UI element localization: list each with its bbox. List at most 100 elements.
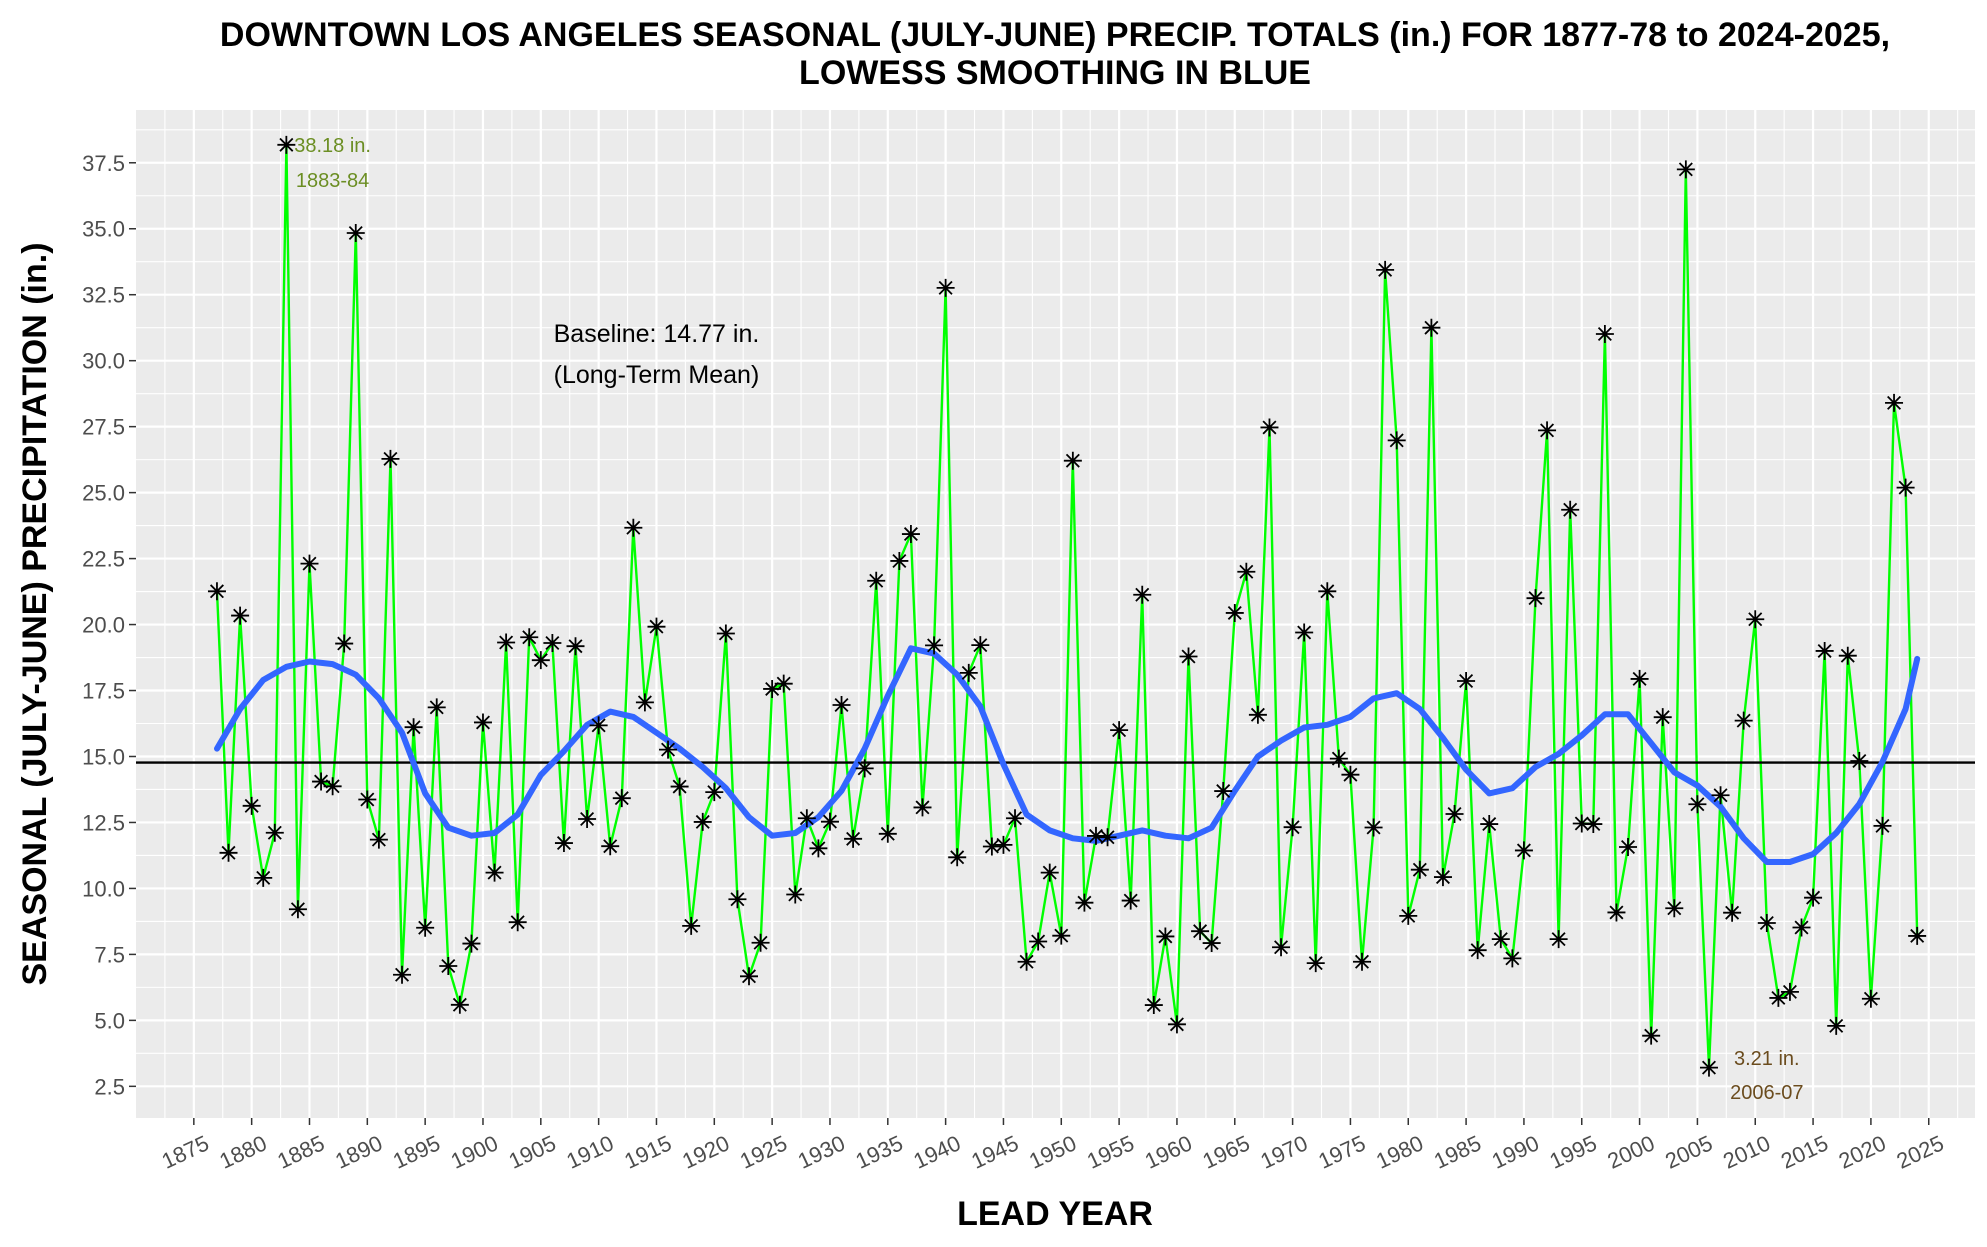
data-point-marker <box>774 674 793 693</box>
data-point-marker <box>1306 954 1325 973</box>
data-point-marker <box>878 824 897 843</box>
max-annotation-season: 1883-84 <box>296 170 369 192</box>
data-point-marker <box>1549 930 1568 949</box>
data-point-marker <box>1514 841 1533 860</box>
data-point-marker <box>393 965 412 984</box>
data-point-marker <box>1318 582 1337 601</box>
x-tick-label: 1915 <box>620 1130 675 1173</box>
data-point-marker <box>855 759 874 778</box>
x-tick-label: 1905 <box>505 1130 560 1173</box>
data-point-marker <box>959 663 978 682</box>
data-point-marker <box>1699 1058 1718 1077</box>
data-point-marker <box>1526 589 1545 608</box>
baseline-sublabel: (Long-Term Mean) <box>554 361 760 389</box>
data-point-marker <box>1445 805 1464 824</box>
data-point-marker <box>1110 721 1129 740</box>
data-point-marker <box>346 223 365 242</box>
min-annotation-value: 3.21 in. <box>1734 1048 1800 1070</box>
data-point-marker <box>578 810 597 829</box>
y-tick-label: 5.0 <box>94 1008 125 1033</box>
data-point-marker <box>312 772 331 791</box>
data-point-marker <box>1838 646 1857 665</box>
x-tick-label: 1930 <box>794 1130 849 1173</box>
data-point-marker <box>1815 641 1834 660</box>
data-point-marker <box>1260 418 1279 437</box>
data-point-marker <box>1827 1016 1846 1035</box>
data-point-marker <box>358 790 377 809</box>
x-tick-label: 1970 <box>1257 1130 1312 1173</box>
x-tick-label: 1980 <box>1372 1130 1427 1173</box>
data-point-marker <box>219 843 238 862</box>
data-point-marker <box>716 624 735 643</box>
data-point-marker <box>624 518 643 537</box>
data-point-marker <box>439 957 458 976</box>
data-point-marker <box>1896 478 1915 497</box>
data-point-marker <box>1040 863 1059 882</box>
data-point-marker <box>531 651 550 670</box>
data-point-marker <box>659 740 678 759</box>
data-point-marker <box>740 967 758 986</box>
data-point-marker <box>1607 903 1626 922</box>
data-point-marker <box>485 863 504 882</box>
data-point-marker <box>1676 160 1695 179</box>
data-point-marker <box>867 571 886 590</box>
data-point-marker <box>1850 751 1869 770</box>
y-tick-label: 35.0 <box>82 217 125 242</box>
grid-lines <box>136 110 1975 1118</box>
data-point-marker <box>1029 932 1048 951</box>
data-point-marker <box>1167 1015 1186 1034</box>
x-tick-label: 2000 <box>1604 1130 1659 1173</box>
data-point-marker <box>1630 669 1649 688</box>
y-tick-label: 12.5 <box>82 810 125 835</box>
data-point-marker <box>786 885 805 904</box>
data-point-marker <box>1746 610 1765 629</box>
data-point-marker <box>1272 938 1291 957</box>
data-point-marker <box>994 835 1013 854</box>
x-tick-label: 1955 <box>1083 1130 1138 1173</box>
data-point-marker <box>1711 786 1730 805</box>
x-tick-label: 1960 <box>1141 1130 1196 1173</box>
data-point-marker <box>1225 603 1244 622</box>
x-tick-label: 1880 <box>216 1130 271 1173</box>
data-point-marker <box>1688 795 1707 814</box>
data-point-marker <box>1248 705 1267 724</box>
data-point-marker <box>1237 562 1256 581</box>
x-axis: 1875 1880 1885 1890 1895 1900 1905 1910 1915 1920… <box>158 1118 1948 1174</box>
data-point-marker <box>242 796 261 815</box>
data-point-marker <box>820 812 839 831</box>
data-point-marker <box>1723 903 1742 922</box>
data-point-marker <box>913 798 932 817</box>
x-tick-label: 1990 <box>1488 1130 1543 1173</box>
data-point-marker <box>728 890 747 909</box>
data-point-marker <box>520 628 539 647</box>
y-tick-label: 10.0 <box>82 876 125 901</box>
x-tick-label: 2015 <box>1777 1130 1832 1173</box>
data-point-marker <box>450 995 469 1014</box>
data-point-marker <box>1468 941 1487 960</box>
data-point-marker <box>763 679 782 698</box>
y-axis-title: SEASONAL (JULY-JUNE) PRECIPITATION (in.) <box>16 242 54 985</box>
data-point-marker <box>265 823 284 842</box>
min-annotation-season: 2006-07 <box>1730 1082 1803 1104</box>
x-tick-label: 2020 <box>1835 1130 1890 1173</box>
data-point-marker <box>1769 988 1788 1007</box>
y-tick-label: 27.5 <box>82 415 125 440</box>
y-axis: 2.5 5.0 7.5 10.0 12.5 15.0 17.5 20.0 22.5 25.0 27.… <box>82 151 136 1099</box>
data-point-marker <box>1075 893 1094 912</box>
data-point-marker <box>369 830 388 849</box>
x-tick-label: 1985 <box>1430 1130 1485 1173</box>
data-point-marker <box>1364 818 1383 837</box>
data-point-marker <box>693 812 712 831</box>
data-point-marker <box>1757 913 1776 932</box>
x-tick-label: 1895 <box>389 1130 444 1173</box>
x-tick-label: 1875 <box>158 1130 213 1173</box>
data-point-marker <box>381 449 400 468</box>
x-tick-label: 1910 <box>563 1130 618 1173</box>
y-tick-label: 7.5 <box>94 942 125 967</box>
data-point-marker <box>277 135 296 154</box>
data-point-marker <box>1341 765 1360 784</box>
data-point-marker <box>1561 500 1580 519</box>
data-point-marker <box>254 868 273 887</box>
data-point-marker <box>427 698 446 717</box>
